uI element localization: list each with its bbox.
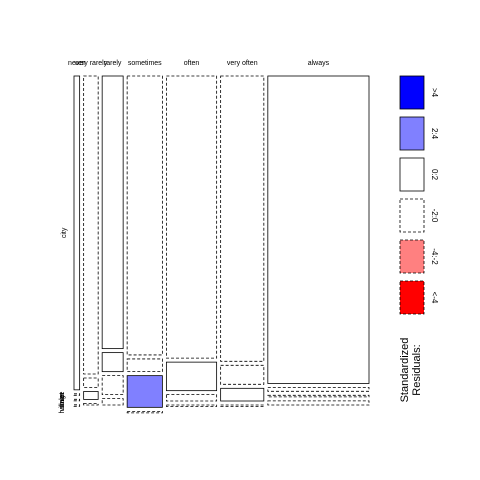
legend-label-3: -2:0 [430, 209, 439, 223]
mosaic-cell-never-village [74, 399, 80, 401]
legend-label-5: <-4 [430, 292, 439, 304]
column-label-rarely: rarely [104, 60, 122, 67]
mosaic-cell-often-village [166, 395, 216, 401]
legend-label-0: >4 [430, 88, 439, 98]
mosaic-cell-always-village [268, 395, 369, 397]
mosaic-cell-sometimes-town [127, 359, 162, 372]
column-label-often: often [184, 60, 200, 67]
row-label-city: city [61, 227, 68, 238]
mosaic-cell-often-town [166, 362, 216, 391]
column-label-very-often: very often [227, 60, 258, 67]
mosaic-cell-never-city [74, 76, 80, 390]
residual-legend: >4 2:4 0:2 -2:0 -4:-2 <-4 Standardized Residual… [399, 76, 439, 402]
legend-swatch-0 [400, 76, 424, 109]
mosaic-cell-always-hamlet [268, 401, 369, 405]
mosaic-cell-rarely-city [102, 76, 123, 349]
legend-swatch-4 [400, 240, 424, 273]
legend-title-line-1: Residuals: [411, 344, 423, 395]
row-label-hamlet: hamlet [59, 392, 66, 413]
legend-label-2: 0:2 [430, 169, 439, 181]
mosaic-cell-very-rarely-hamlet [84, 403, 99, 405]
mosaic-cell-sometimes-village [127, 376, 162, 408]
legend-title-line-0: Standardized [399, 338, 411, 403]
mosaic-cells [74, 76, 369, 413]
mosaic-cell-rarely-town [102, 353, 123, 372]
column-label-sometimes: sometimes [128, 60, 162, 67]
mosaic-cell-very-rarely-town [84, 378, 99, 388]
mosaic-cell-sometimes-hamlet [127, 411, 162, 413]
mosaic-cell-very-often-city [221, 76, 264, 361]
mosaic-cell-rarely-village [102, 376, 123, 395]
column-label-very-rarely: very rarely [75, 60, 108, 67]
legend-swatch-2 [400, 158, 424, 191]
mosaic-cell-always-city [268, 76, 369, 383]
legend-swatch-1 [400, 117, 424, 150]
mosaic-cell-rarely-hamlet [102, 399, 123, 405]
mosaic-cell-often-city [166, 76, 216, 358]
column-label-always: always [308, 60, 330, 67]
mosaic-cell-very-often-village [221, 388, 264, 401]
mosaic-cell-very-rarely-city [84, 76, 99, 374]
mosaic-cell-always-town [268, 387, 369, 391]
legend-label-1: 2:4 [430, 128, 439, 140]
legend-swatch-3 [400, 199, 424, 232]
mosaic-cell-very-often-hamlet [221, 405, 264, 407]
mosaic-cell-very-often-town [221, 365, 264, 384]
mosaic-cell-never-town [74, 394, 80, 396]
mosaic-cell-very-rarely-village [84, 391, 99, 399]
legend-swatch-5 [400, 281, 424, 314]
mosaic-cell-never-hamlet [74, 405, 80, 407]
legend-label-4: -4:-2 [430, 248, 439, 265]
mosaic-cell-often-hamlet [166, 405, 216, 407]
mosaic-cell-sometimes-city [127, 76, 162, 355]
